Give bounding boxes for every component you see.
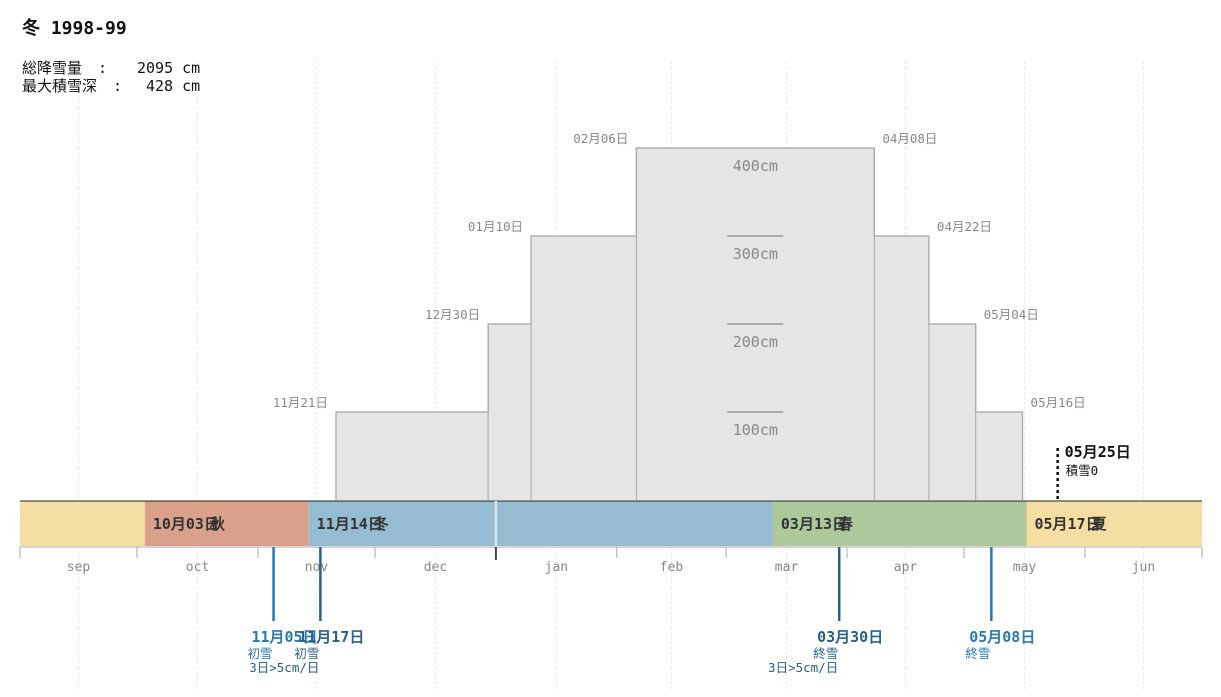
month-label-jan: jan	[545, 560, 568, 575]
season-name: 夏	[1090, 515, 1107, 533]
event-date: 11月17日	[298, 628, 364, 646]
threshold-date-labels: 11月21日 05月16日 12月30日 05月04日 01月10日 04月22日 02月0…	[273, 131, 1086, 410]
event-type: 終雪	[965, 646, 990, 661]
total-snowfall-label: 総降雪量	[22, 59, 82, 77]
event-type: 初雪	[294, 646, 319, 661]
stat-separator: :	[98, 59, 107, 77]
depth-tier-labels: 100cm 200cm 300cm 400cm	[727, 157, 784, 439]
threshold-start-date: 12月30日	[425, 307, 480, 322]
month-label-may: may	[1013, 560, 1037, 575]
max-depth-value: 428 cm	[146, 77, 200, 95]
snow-zero-text: 積雪0	[1066, 463, 1099, 478]
chart-title: 冬 1998-99	[22, 17, 127, 39]
event-date: 05月08日	[969, 628, 1035, 646]
season-name: 冬	[374, 515, 389, 533]
tier-label-400: 400cm	[733, 157, 778, 175]
tier-label-300: 300cm	[733, 245, 778, 263]
event-criterion: 3日>5cm/日	[768, 660, 838, 675]
month-label-nov: nov	[305, 560, 329, 575]
event-date: 11月05日	[251, 628, 317, 646]
threshold-end-date: 04月08日	[882, 131, 937, 146]
month-label-sep: sep	[67, 560, 91, 575]
month-axis: sep oct nov dec jan feb mar apr may jun	[19, 546, 1203, 575]
threshold-start-date: 02月06日	[573, 131, 628, 146]
season-segment-summer-prev	[20, 501, 145, 546]
threshold-start-date: 01月10日	[468, 219, 523, 234]
event-date: 03月30日	[817, 628, 883, 646]
season-segment-冬	[308, 501, 773, 546]
threshold-end-date: 05月04日	[984, 307, 1039, 322]
month-label-jun: jun	[1132, 560, 1155, 575]
season-start-date: 03月13日	[781, 515, 847, 533]
threshold-end-date: 04月22日	[937, 219, 992, 234]
month-label-feb: feb	[660, 560, 684, 575]
season-name: 秋	[210, 515, 226, 533]
stat-separator: :	[113, 77, 122, 95]
event-type: 初雪	[248, 646, 273, 661]
tier-label-200: 200cm	[733, 333, 778, 351]
season-start-date: 10月03日	[153, 515, 219, 533]
season-segment-秋	[144, 501, 309, 546]
month-label-mar: mar	[775, 560, 799, 575]
season-start-date: 05月17日	[1034, 515, 1100, 533]
max-depth-label: 最大積雪深	[22, 77, 97, 95]
total-snowfall-value: 2095 cm	[137, 59, 200, 77]
season-name: 春	[838, 515, 853, 533]
month-label-dec: dec	[424, 560, 447, 575]
season-start-date: 11月14日	[317, 515, 383, 533]
threshold-end-date: 05月16日	[1031, 395, 1086, 410]
snow-event-markers: 11月05日初雪11月17日初雪3日>5cm/日03月30日終雪3日>5cm/日…	[248, 547, 1035, 675]
snow-zero-date: 05月25日	[1065, 443, 1131, 461]
snow-depth-steps	[335, 147, 1024, 500]
event-criterion: 3日>5cm/日	[249, 660, 319, 675]
max-depth-stat: 最大積雪深 : 428 cm	[22, 77, 200, 95]
season-segment-夏	[1026, 501, 1202, 546]
threshold-start-date: 11月21日	[273, 395, 328, 410]
tier-label-100: 100cm	[733, 421, 778, 439]
season-segment-春	[772, 501, 1027, 546]
total-snowfall-stat: 総降雪量 : 2095 cm	[22, 59, 200, 77]
month-label-apr: apr	[894, 560, 918, 575]
event-type: 終雪	[813, 646, 838, 661]
month-label-oct: oct	[186, 560, 209, 575]
